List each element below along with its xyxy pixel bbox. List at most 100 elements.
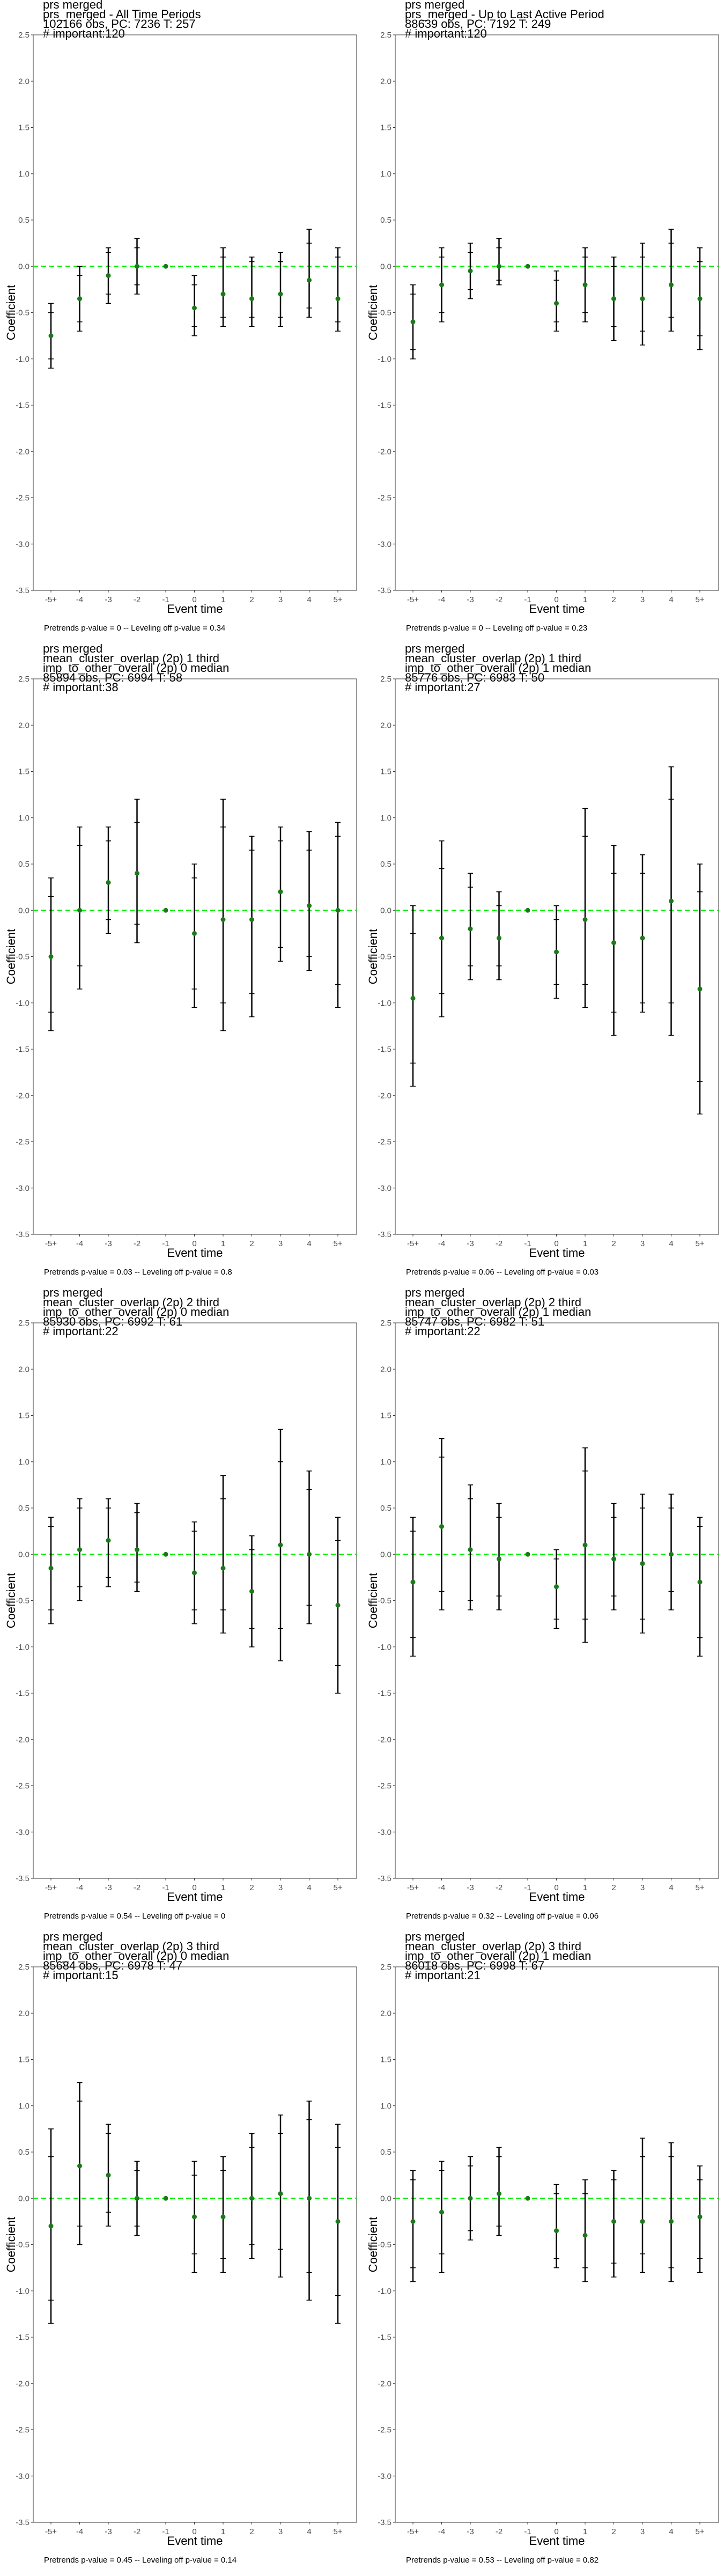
y-tick-label: 1.5 bbox=[18, 123, 29, 133]
coefficient-point bbox=[611, 940, 616, 946]
coefficient-point bbox=[468, 926, 473, 932]
x-axis-label: Event time bbox=[167, 2534, 223, 2548]
x-tick-label: -2 bbox=[496, 1883, 503, 1892]
chart-title-line: 102166 obs, PC: 7236 T: 257 bbox=[43, 17, 196, 31]
coefficient-point bbox=[220, 917, 226, 922]
chart-title-line: # important:22 bbox=[43, 1324, 119, 1338]
plot-area: -3.5 -3.0 -2.5 -2.0 -1.5 -1.0 -0.5 0.0 0.5 1.0 1.5… bbox=[366, 31, 719, 616]
coefficient-point bbox=[611, 2219, 616, 2224]
y-tick-label: -1.0 bbox=[16, 1643, 29, 1652]
chart-title-line: mean_cluster_overlap (2p) 1 third bbox=[405, 652, 581, 665]
chart-title: prs merged prs_merged - Up to Last Active… bbox=[405, 0, 716, 40]
coefficient-point bbox=[669, 2219, 674, 2224]
y-tick-label: 1.5 bbox=[380, 2055, 391, 2065]
x-tick-label: -1 bbox=[162, 2527, 169, 2536]
x-tick-label: -4 bbox=[438, 1883, 445, 1892]
coefficient-point bbox=[410, 996, 416, 1001]
x-tick-label: -1 bbox=[162, 595, 169, 604]
y-tick-label: 0.5 bbox=[18, 860, 29, 869]
y-tick-label: 0.0 bbox=[380, 906, 391, 915]
x-tick-label: -3 bbox=[105, 1883, 112, 1892]
chart-title-line: 88639 obs, PC: 7192 T: 249 bbox=[405, 17, 551, 31]
coefficient-point bbox=[554, 1584, 559, 1590]
event-study-panel: prs merged mean_cluster_overlap (2p) 1 th… bbox=[362, 643, 724, 1288]
y-tick-label: -3.5 bbox=[16, 1230, 29, 1239]
coefficient-point bbox=[192, 2214, 197, 2220]
y-tick-label: 1.0 bbox=[380, 1458, 391, 1467]
y-tick-label: 1.5 bbox=[380, 123, 391, 133]
y-tick-label: -2.5 bbox=[378, 1782, 391, 1791]
x-tick-label: 2 bbox=[611, 595, 616, 604]
y-tick-label: -1.5 bbox=[378, 401, 391, 410]
coefficient-point bbox=[582, 2233, 588, 2238]
coefficient-point bbox=[249, 296, 254, 302]
y-tick-label: 2.0 bbox=[380, 1365, 391, 1374]
chart-title-line: mean_cluster_overlap (2p) 2 third bbox=[43, 1296, 219, 1309]
x-tick-label: 1 bbox=[583, 2527, 587, 2536]
coefficient-point bbox=[335, 296, 341, 302]
y-tick-label: 0.5 bbox=[18, 2148, 29, 2157]
x-tick-label: -2 bbox=[134, 1239, 141, 1248]
x-tick-label: 3 bbox=[640, 1239, 645, 1248]
coefficient-point bbox=[249, 2196, 254, 2201]
x-tick-label: 5+ bbox=[695, 2527, 704, 2536]
x-tick-label: 5+ bbox=[333, 1883, 342, 1892]
coefficient-point bbox=[554, 2228, 559, 2234]
x-tick-label: -3 bbox=[467, 595, 474, 604]
coefficient-point bbox=[669, 282, 674, 288]
y-tick-label: -2.0 bbox=[16, 2379, 29, 2388]
x-tick-label: -4 bbox=[438, 2527, 445, 2536]
y-axis-label: Coefficient bbox=[4, 929, 18, 985]
x-tick-label: -2 bbox=[134, 2527, 141, 2536]
chart-title-line: mean_cluster_overlap (2p) 1 third bbox=[43, 652, 219, 665]
coefficient-point bbox=[192, 305, 197, 311]
x-axis-label: Event time bbox=[529, 1890, 585, 1904]
y-tick-label: -3.5 bbox=[378, 1230, 391, 1239]
coefficient-point bbox=[106, 273, 111, 278]
x-tick-label: -1 bbox=[162, 1239, 169, 1248]
y-tick-label: 1.0 bbox=[380, 814, 391, 823]
y-tick-label: -1.5 bbox=[16, 2333, 29, 2342]
chart-title-line: imp_to_other_overall (2p) 1 median bbox=[405, 1305, 592, 1319]
x-tick-label: 2 bbox=[249, 595, 254, 604]
y-tick-label: -2.0 bbox=[16, 447, 29, 456]
coefficient-point bbox=[48, 1565, 54, 1571]
chart-title-line: mean_cluster_overlap (2p) 3 third bbox=[405, 1940, 581, 1953]
x-tick-label: 0 bbox=[192, 595, 196, 604]
x-axis-label: Event time bbox=[529, 2534, 585, 2548]
coefficient-point bbox=[439, 282, 444, 288]
coefficient-point bbox=[163, 264, 168, 269]
coefficient-point bbox=[439, 2209, 444, 2215]
coefficient-point bbox=[410, 2219, 416, 2224]
y-tick-label: -2.5 bbox=[16, 494, 29, 503]
y-tick-label: 1.5 bbox=[380, 1411, 391, 1421]
pvalue-footnote: Pretrends p-value = 0.45 -- Leveling off… bbox=[44, 2556, 237, 2565]
coefficient-point bbox=[278, 2191, 283, 2197]
y-tick-label: -1.0 bbox=[378, 355, 391, 364]
y-tick-label: -3.5 bbox=[16, 1874, 29, 1883]
y-tick-label: 1.0 bbox=[18, 814, 29, 823]
y-tick-label: 1.5 bbox=[380, 767, 391, 777]
coefficient-point bbox=[163, 2196, 168, 2201]
y-tick-label: -0.5 bbox=[378, 309, 391, 318]
coefficient-point bbox=[335, 2219, 341, 2224]
chart-title-line: prs_merged - Up to Last Active Period bbox=[405, 8, 604, 21]
y-tick-label: 2.0 bbox=[380, 721, 391, 730]
x-tick-label: -5+ bbox=[407, 2527, 419, 2536]
y-tick-label: 1.5 bbox=[18, 1411, 29, 1421]
y-tick-label: -2.0 bbox=[16, 1735, 29, 1744]
x-tick-label: -3 bbox=[105, 1239, 112, 1248]
chart-title-line: # important:27 bbox=[405, 680, 481, 694]
coefficient-point bbox=[48, 333, 54, 339]
coefficient-point bbox=[135, 1547, 139, 1553]
y-tick-label: -0.5 bbox=[16, 2241, 29, 2250]
x-tick-label: 0 bbox=[554, 1239, 558, 1248]
coefficient-point bbox=[163, 908, 168, 913]
event-study-panel: prs merged prs_merged - Up to Last Active… bbox=[362, 0, 724, 644]
x-tick-label: -4 bbox=[76, 1239, 83, 1248]
y-tick-label: -2.0 bbox=[378, 447, 391, 456]
x-tick-label: 3 bbox=[640, 2527, 645, 2536]
y-tick-label: -2.5 bbox=[378, 2426, 391, 2435]
x-tick-label: -1 bbox=[162, 1883, 169, 1892]
y-tick-label: -1.0 bbox=[16, 999, 29, 1008]
